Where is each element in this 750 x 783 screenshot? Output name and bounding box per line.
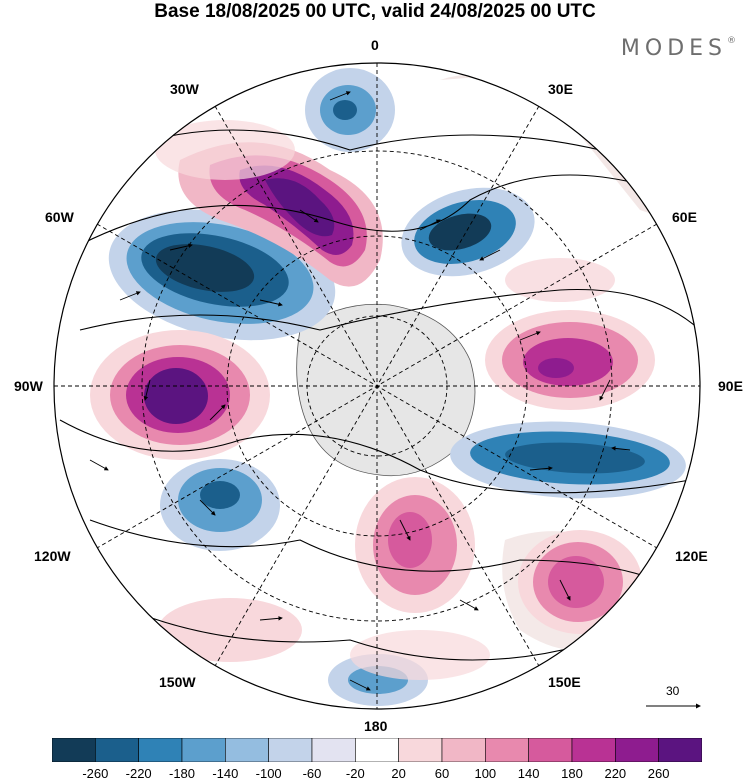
colorbar — [52, 738, 702, 762]
positive-anomaly-misc — [155, 120, 615, 680]
colorbar-swatch — [398, 738, 443, 762]
colorbar-swatch — [138, 738, 183, 762]
colorbar-swatch — [571, 738, 616, 762]
label-90w: 90W — [14, 378, 43, 394]
colorbar-swatch — [268, 738, 313, 762]
antarctica — [296, 303, 476, 477]
colorbar-tick-label: 180 — [561, 766, 583, 781]
colorbar-swatch — [52, 738, 96, 762]
map-border — [53, 62, 701, 710]
negative-anomaly-southwest-indian — [401, 187, 535, 277]
colorbar-swatch — [355, 738, 399, 762]
colorbar-swatch — [181, 738, 226, 762]
colorbar-tick-label: 100 — [474, 766, 497, 781]
map-title: Base 18/08/2025 00 UTC, valid 24/08/2025… — [154, 1, 596, 22]
label-0: 0 — [371, 37, 379, 53]
colorbar-tick-label: -20 — [345, 766, 365, 781]
colorbar-tick-label: -180 — [168, 766, 196, 781]
colorbar-swatch — [528, 738, 573, 762]
colorbar-tick-label: 140 — [517, 766, 540, 781]
label-30e: 30E — [548, 81, 573, 97]
anomaly-field — [54, 63, 700, 709]
label-120w: 120W — [34, 548, 71, 564]
colorbar-swatch — [485, 738, 529, 762]
colorbar-tick-label: -140 — [212, 766, 239, 781]
graticule — [54, 63, 700, 709]
label-150w: 150W — [159, 674, 196, 690]
colorbar-tick-label: -60 — [302, 766, 322, 781]
colorbar-tick-label: -100 — [255, 766, 282, 781]
colorbar-tick-label: 260 — [647, 766, 670, 781]
colorbar-swatch — [311, 738, 356, 762]
label-180: 180 — [364, 718, 388, 734]
colorbar-swatch — [658, 738, 702, 762]
colorbar-swatch — [225, 738, 269, 762]
label-150e: 150E — [548, 674, 581, 690]
positive-anomaly-indian — [485, 310, 655, 410]
label-120e: 120E — [675, 548, 708, 564]
reference-vector-label: 30 — [666, 684, 680, 698]
label-60e: 60E — [672, 209, 697, 225]
wind-vectors — [89, 91, 631, 691]
positive-anomaly-southeast-pacific — [90, 330, 270, 460]
label-90e: 90E — [718, 378, 743, 394]
colorbar-tick-label: 220 — [604, 766, 627, 781]
colorbar-tick-label: 60 — [434, 766, 450, 781]
negative-anomaly-north — [305, 68, 395, 152]
colorbar-swatch — [615, 738, 659, 762]
positive-anomaly-ross-sea — [355, 477, 475, 613]
positive-anomaly-australia — [518, 530, 642, 634]
height-contours — [59, 129, 700, 661]
negative-anomaly-indian — [450, 421, 686, 499]
negative-anomaly-pacific — [160, 459, 280, 551]
colorbar-swatch — [441, 738, 486, 762]
colorbar-tick-label: -260 — [82, 766, 109, 781]
colorbar-swatch — [95, 738, 139, 762]
modes-logo: MODES® — [620, 35, 736, 61]
label-30w: 30W — [170, 81, 199, 97]
colorbar-tick-label: 20 — [391, 766, 406, 781]
label-60w: 60W — [45, 209, 74, 225]
colorbar-tick-label: -220 — [125, 766, 152, 781]
